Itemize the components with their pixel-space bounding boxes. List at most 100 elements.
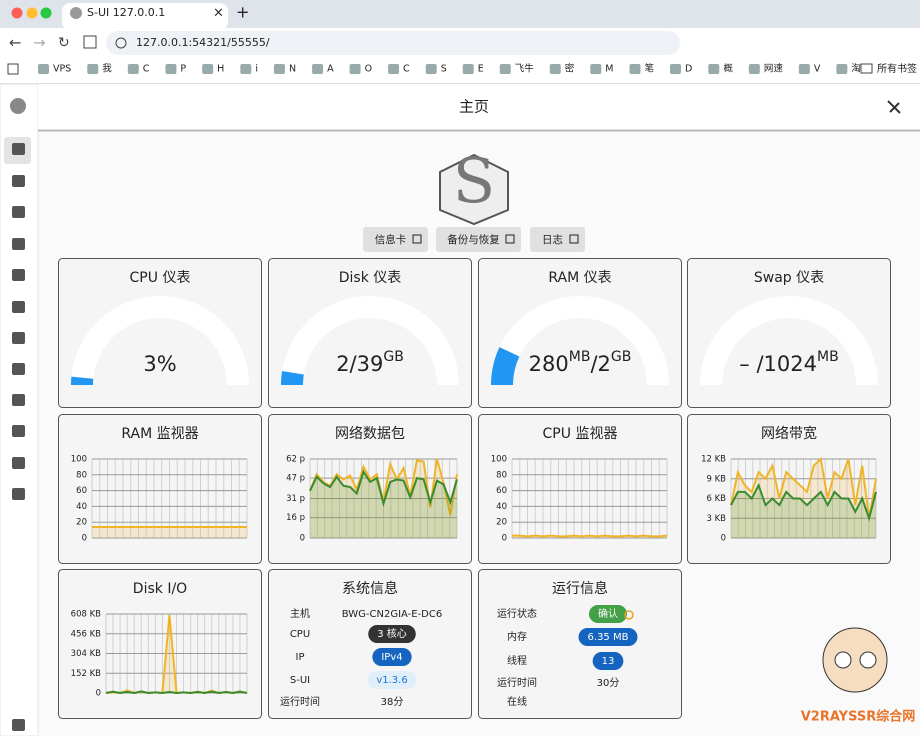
bookmark[interactable]: M: [605, 64, 613, 75]
bookmark[interactable]: S: [441, 64, 447, 75]
nav-icon[interactable]: [12, 206, 25, 218]
info-label: IP: [296, 652, 305, 663]
bookmark[interactable]: 概: [723, 63, 733, 75]
info-value: 30分: [597, 677, 620, 689]
gauge-value: 3%: [143, 352, 176, 376]
button-label: 日志: [542, 233, 563, 246]
gauge-title: Swap 仪表: [754, 270, 824, 286]
bookmark[interactable]: VPS: [53, 64, 71, 75]
bookmark-icon: [350, 64, 361, 74]
bookmark-icon: [550, 64, 561, 74]
bookmark-icon: [312, 64, 323, 74]
bookmark[interactable]: O: [365, 64, 372, 75]
bookmark-icon: [799, 64, 810, 74]
bookmark-icon: [670, 64, 681, 74]
bookmark[interactable]: 我: [102, 64, 112, 75]
tab-icon: [70, 7, 82, 19]
nav-icon[interactable]: [12, 488, 25, 500]
bookmark[interactable]: N: [289, 64, 296, 75]
forward[interactable]: →: [33, 34, 46, 52]
button-label: 信息卡: [375, 233, 407, 246]
bookmark[interactable]: A: [327, 64, 334, 75]
series-area: [92, 527, 247, 538]
max-dot[interactable]: [41, 8, 52, 19]
bookmark[interactable]: 淘: [851, 63, 861, 75]
y-tick-label: 3 KB: [706, 514, 726, 524]
info-title: 运行信息: [552, 580, 608, 597]
nav-icon[interactable]: [12, 143, 25, 155]
buttons: 信息卡 备份与恢复 日志: [363, 227, 585, 252]
info-value: 3 核心: [377, 627, 407, 640]
y-tick-label: 0: [96, 689, 101, 699]
y-tick-label: 100: [71, 455, 87, 465]
gauge-number: 3%: [143, 352, 176, 376]
bookmark[interactable]: P: [180, 64, 186, 75]
bookmark-icon: [38, 64, 49, 74]
bookmark-icon: [202, 64, 213, 74]
bookmark[interactable]: H: [217, 64, 224, 75]
bookmark-icon: [274, 64, 285, 74]
bookmark[interactable]: 飞牛: [515, 63, 535, 75]
y-tick-label: 0: [502, 534, 507, 544]
nav-icon[interactable]: [12, 238, 25, 250]
back[interactable]: ←: [9, 34, 22, 52]
y-tick-label: 80: [76, 470, 87, 480]
bookmark-icon: [87, 64, 98, 74]
bookmark[interactable]: i: [255, 64, 258, 75]
chart-title: Disk I/O: [133, 581, 187, 597]
bookmark-icon: [749, 64, 760, 74]
info-title: 系统信息: [342, 580, 398, 597]
y-tick-label: 16 p: [286, 513, 305, 523]
info-label: 主机: [290, 607, 310, 620]
y-tick-label: 152 KB: [71, 669, 101, 679]
bookmark-icon: [240, 64, 251, 74]
y-tick-label: 80: [496, 470, 507, 480]
nav-icon[interactable]: [12, 457, 25, 469]
gauge-number: – /1024: [739, 352, 817, 376]
tab-close[interactable]: ×: [213, 6, 224, 21]
nav-icon[interactable]: [12, 363, 25, 375]
nav-icon[interactable]: [12, 394, 25, 406]
close-dot[interactable]: [12, 8, 23, 19]
bookmark[interactable]: C: [403, 64, 410, 75]
bookmark[interactable]: 网速: [764, 64, 784, 75]
info-value: 确认: [598, 607, 618, 620]
gauge-number: 280: [529, 352, 569, 376]
all-bookmarks[interactable]: 所有书签: [877, 62, 917, 75]
bookmark[interactable]: V: [814, 64, 821, 75]
y-tick-label: 31 p: [286, 494, 305, 504]
bookmark[interactable]: 笔: [644, 63, 654, 75]
y-tick-label: 40: [76, 502, 87, 512]
info-label: 运行时间: [497, 676, 537, 689]
y-tick-label: 20: [496, 518, 507, 528]
bookmark-icon: [836, 64, 847, 74]
gauge-title: Disk 仪表: [339, 270, 402, 286]
gauge-fill: [502, 352, 509, 385]
info-label: S-UI: [290, 675, 310, 686]
info-value: 38分: [381, 696, 404, 708]
bookmark[interactable]: D: [685, 64, 692, 75]
gauge-unit: MB: [817, 349, 839, 365]
chart-title: 网络数据包: [335, 426, 405, 442]
bookmark[interactable]: C: [143, 64, 150, 75]
button-label: 备份与恢复: [447, 233, 500, 246]
nav-icon[interactable]: [12, 425, 25, 437]
nav-icon[interactable]: [12, 719, 25, 731]
info-label: 线程: [507, 654, 527, 667]
nav-icon[interactable]: [12, 332, 25, 344]
new-tab[interactable]: +: [236, 3, 249, 22]
nav-icon[interactable]: [12, 269, 25, 281]
bookmark[interactable]: 密: [565, 63, 575, 75]
chart-title: RAM 监视器: [121, 426, 198, 442]
bookmark[interactable]: E: [478, 64, 484, 75]
nav-icon[interactable]: [12, 175, 25, 187]
y-tick-label: 47 p: [286, 474, 305, 484]
reload[interactable]: ↻: [58, 35, 70, 51]
info-label: 运行状态: [497, 607, 537, 620]
gauge-number: /2: [590, 352, 610, 376]
nav-icon[interactable]: [12, 301, 25, 313]
min-dot[interactable]: [27, 8, 38, 19]
info-label: CPU: [290, 629, 310, 640]
gauge-title: RAM 仪表: [548, 270, 611, 286]
